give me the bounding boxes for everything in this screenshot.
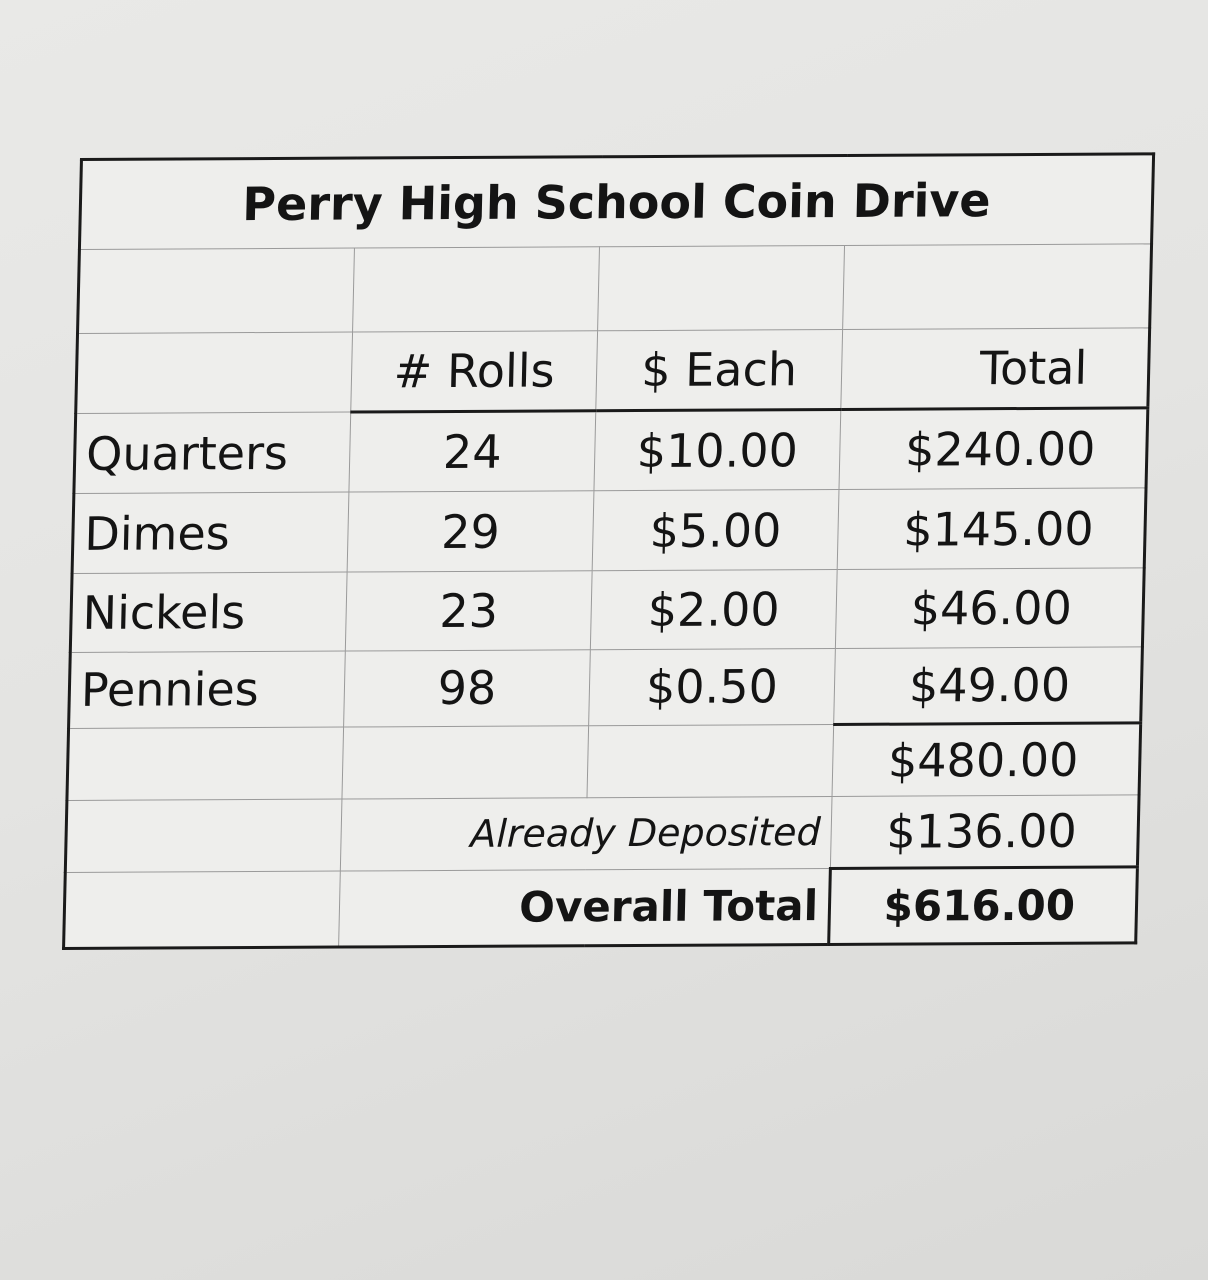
empty-cell [341, 725, 589, 799]
table-row: Nickels 23 $2.00 $46.00 [70, 568, 1145, 653]
table-title: Perry High School Coin Drive [79, 153, 1154, 250]
each: $10.00 [593, 409, 841, 492]
total: $46.00 [835, 568, 1145, 649]
coin-name: Nickels [70, 572, 348, 653]
deposited-value: $136.00 [830, 794, 1140, 869]
empty-cell [597, 245, 845, 331]
total: $145.00 [837, 488, 1147, 570]
empty-cell [65, 798, 342, 873]
empty-cell [77, 248, 355, 334]
subtotal: $480.00 [832, 722, 1141, 797]
empty-cell [63, 870, 341, 949]
rolls: 98 [343, 649, 591, 727]
coin-name: Pennies [68, 650, 346, 729]
rolls: 29 [347, 491, 594, 573]
table-row: Pennies 98 $0.50 $49.00 [68, 646, 1143, 729]
table-row: Quarters 24 $10.00 $240.00 [73, 408, 1148, 494]
deposited-label: Already Deposited [340, 796, 833, 871]
coin-drive-table: Perry High School Coin Drive # Rolls $ E… [62, 152, 1156, 950]
header-rolls: # Rolls [350, 330, 598, 413]
each: $5.00 [592, 489, 839, 572]
total: $49.00 [833, 646, 1143, 725]
empty-cell [586, 724, 834, 798]
header-each: $ Each [595, 329, 843, 412]
header-blank [75, 332, 353, 414]
each: $0.50 [588, 648, 836, 726]
empty-cell [66, 726, 344, 801]
rolls: 24 [348, 411, 596, 493]
empty-cell [842, 243, 1152, 330]
coin-name: Dimes [72, 492, 349, 574]
coin-name: Quarters [73, 412, 351, 494]
total: $240.00 [838, 408, 1148, 490]
header-total: Total [840, 328, 1150, 410]
empty-cell [352, 246, 600, 333]
overall-label: Overall Total [338, 868, 831, 948]
table-row: Dimes 29 $5.00 $145.00 [72, 488, 1147, 574]
each: $2.00 [590, 569, 838, 650]
coin-drive-sheet: Perry High School Coin Drive # Rolls $ E… [62, 152, 1156, 950]
overall-value: $616.00 [828, 866, 1138, 945]
rolls: 23 [345, 571, 593, 651]
